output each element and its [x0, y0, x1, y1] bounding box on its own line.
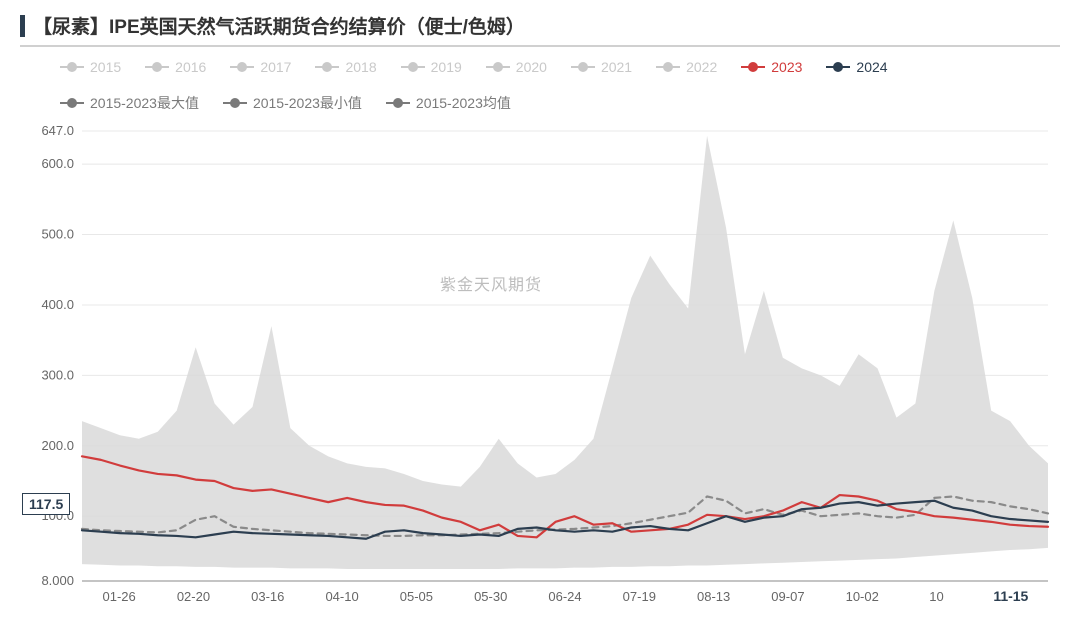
legend-label: 2021	[601, 59, 632, 75]
legend-label: 2022	[686, 59, 717, 75]
svg-text:10: 10	[929, 589, 943, 604]
svg-text:01-26: 01-26	[103, 589, 136, 604]
legend-label: 2024	[856, 59, 887, 75]
chart-svg: 8.000100.0200.0300.0400.0500.0600.0647.0…	[20, 121, 1060, 611]
legend-2023[interactable]: 2023	[741, 59, 802, 75]
legend-label: 2015	[90, 59, 121, 75]
legend-label: 2018	[345, 59, 376, 75]
legend-label: 2015-2023均值	[416, 93, 511, 113]
legend-label: 2023	[771, 59, 802, 75]
svg-text:05-30: 05-30	[474, 589, 507, 604]
svg-text:300.0: 300.0	[41, 367, 74, 382]
chart-area: 8.000100.0200.0300.0400.0500.0600.0647.0…	[20, 121, 1060, 611]
legend-mean[interactable]: 2015-2023均值	[386, 93, 511, 113]
svg-text:06-24: 06-24	[548, 589, 581, 604]
svg-text:08-13: 08-13	[697, 589, 730, 604]
legend-label: 2015-2023最大值	[90, 93, 199, 113]
legend-label: 2016	[175, 59, 206, 75]
legend-label: 2017	[260, 59, 291, 75]
legend-2015[interactable]: 2015	[60, 59, 121, 75]
svg-text:05-05: 05-05	[400, 589, 433, 604]
legend-2018[interactable]: 2018	[315, 59, 376, 75]
legend-label: 2015-2023最小值	[253, 93, 362, 113]
legend-max[interactable]: 2015-2023最大值	[60, 93, 199, 113]
legend-label: 2019	[431, 59, 462, 75]
title-accent-bar	[20, 15, 25, 37]
y-highlight-label: 117.5	[22, 493, 70, 515]
legend-label: 2020	[516, 59, 547, 75]
svg-text:04-10: 04-10	[325, 589, 358, 604]
legend-2016[interactable]: 2016	[145, 59, 206, 75]
legend-min[interactable]: 2015-2023最小值	[223, 93, 362, 113]
watermark-text: 紫金天风期货	[440, 271, 542, 295]
svg-text:09-07: 09-07	[771, 589, 804, 604]
svg-text:647.0: 647.0	[41, 123, 74, 138]
legend-2019[interactable]: 2019	[401, 59, 462, 75]
legend-2024[interactable]: 2024	[826, 59, 887, 75]
legend-2022[interactable]: 2022	[656, 59, 717, 75]
chart-title: 【尿素】IPE英国天然气活跃期货合约结算价（便士/色姆）	[33, 12, 525, 39]
svg-text:8.000: 8.000	[41, 573, 74, 588]
svg-text:400.0: 400.0	[41, 297, 74, 312]
svg-text:600.0: 600.0	[41, 156, 74, 171]
svg-text:200.0: 200.0	[41, 438, 74, 453]
svg-text:500.0: 500.0	[41, 227, 74, 242]
svg-text:03-16: 03-16	[251, 589, 284, 604]
chart-legend: 2015 2016 2017 2018 2019 2020 2021 2022 …	[20, 51, 1060, 121]
svg-text:07-19: 07-19	[623, 589, 656, 604]
svg-text:10-02: 10-02	[846, 589, 879, 604]
legend-2017[interactable]: 2017	[230, 59, 291, 75]
svg-text:11-15: 11-15	[993, 588, 1028, 604]
svg-text:02-20: 02-20	[177, 589, 210, 604]
chart-title-row: 【尿素】IPE英国天然气活跃期货合约结算价（便士/色姆）	[20, 12, 1060, 47]
legend-2020[interactable]: 2020	[486, 59, 547, 75]
legend-2021[interactable]: 2021	[571, 59, 632, 75]
